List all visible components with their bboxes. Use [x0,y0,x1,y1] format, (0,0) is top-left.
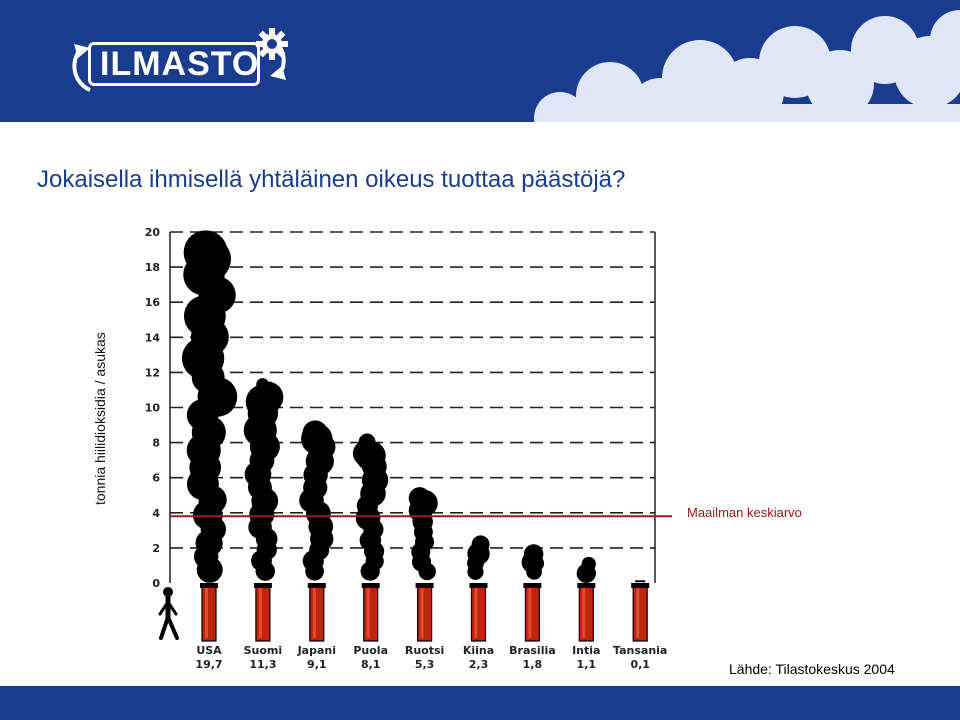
y-tick-label: 16 [145,296,161,309]
header-banner: ILMASTO [0,0,960,122]
category-label: Ruotsi [405,644,444,657]
y-tick-label: 0 [152,577,160,590]
chimney-cap [200,583,218,588]
y-tick-label: 4 [152,507,160,520]
chimney-cap [415,583,434,588]
smoke-top [576,563,596,583]
y-tick-label: 18 [145,261,160,274]
y-tick-label: 2 [152,542,160,555]
y-tick-label: 14 [145,331,161,344]
source-note: Lähde: Tilastokeskus 2004 [729,661,895,677]
chimney-highlight [420,588,424,638]
chimney [255,585,271,642]
smoke-top [355,440,386,471]
value-label: 2,3 [469,658,489,671]
value-label: 19,7 [195,658,222,671]
chimney-highlight [582,588,586,638]
value-label: 11,3 [249,658,276,671]
person-icon [158,587,179,640]
page-title: Jokaisella ihmisellä yhtäläinen oikeus t… [37,166,626,193]
value-label: 1,8 [523,658,543,671]
chimney [470,585,487,642]
category-label: USA [196,644,222,657]
world-average-label: Maailman keskiarvo [687,505,802,520]
chimney-highlight [528,588,532,638]
value-label: 5,3 [415,658,435,671]
chimney-cap [631,583,650,588]
category-label: Japani [297,644,336,657]
chimney-cap [469,583,488,588]
category-label: Suomi [244,644,283,657]
smoke-top [467,542,490,565]
chimney [524,585,541,642]
ilmasto-logo: ILMASTO [60,28,300,100]
logo-frame [88,42,260,86]
y-tick-label: 10 [145,402,161,415]
chimney-highlight [636,588,640,638]
chimney-cap [253,583,272,588]
chimney [309,585,325,642]
value-label: 8,1 [361,658,381,671]
logo-text: ILMASTO [100,45,260,83]
smoke-top [411,489,438,517]
chimney-highlight [366,588,370,638]
chimney-highlight [258,588,262,638]
chimney [363,585,379,642]
value-label: 0,1 [630,658,650,671]
footer-bar [0,686,960,720]
smoke-top [245,384,281,420]
category-label: Brasilia [509,644,556,657]
gear-icon [256,28,288,60]
y-tick-label: 8 [152,437,160,450]
smoke-top [635,580,646,583]
value-label: 1,1 [577,658,597,671]
cloud-decoration [534,10,960,122]
chimney-cap [577,583,596,588]
chimney-highlight [474,588,478,638]
category-label: Kiina [463,644,494,657]
category-label: Puola [353,644,388,657]
smoke-top [187,237,231,282]
y-tick-label: 20 [145,226,161,239]
chimney-cap [361,583,380,588]
category-label: Intia [572,644,600,657]
y-tick-label: 6 [152,472,160,485]
chimney-cap [307,583,326,588]
chimney [201,585,217,642]
smoke-top [521,551,544,574]
chimney-highlight [205,588,208,638]
chimney [417,585,433,642]
chimney [578,585,594,642]
y-tick-label: 12 [145,366,160,379]
smoke-top [301,423,333,455]
chimney-cap [523,583,542,588]
category-label: Tansania [613,644,667,657]
chimney-highlight [312,588,316,638]
chimney [632,585,648,642]
value-label: 9,1 [307,658,327,671]
